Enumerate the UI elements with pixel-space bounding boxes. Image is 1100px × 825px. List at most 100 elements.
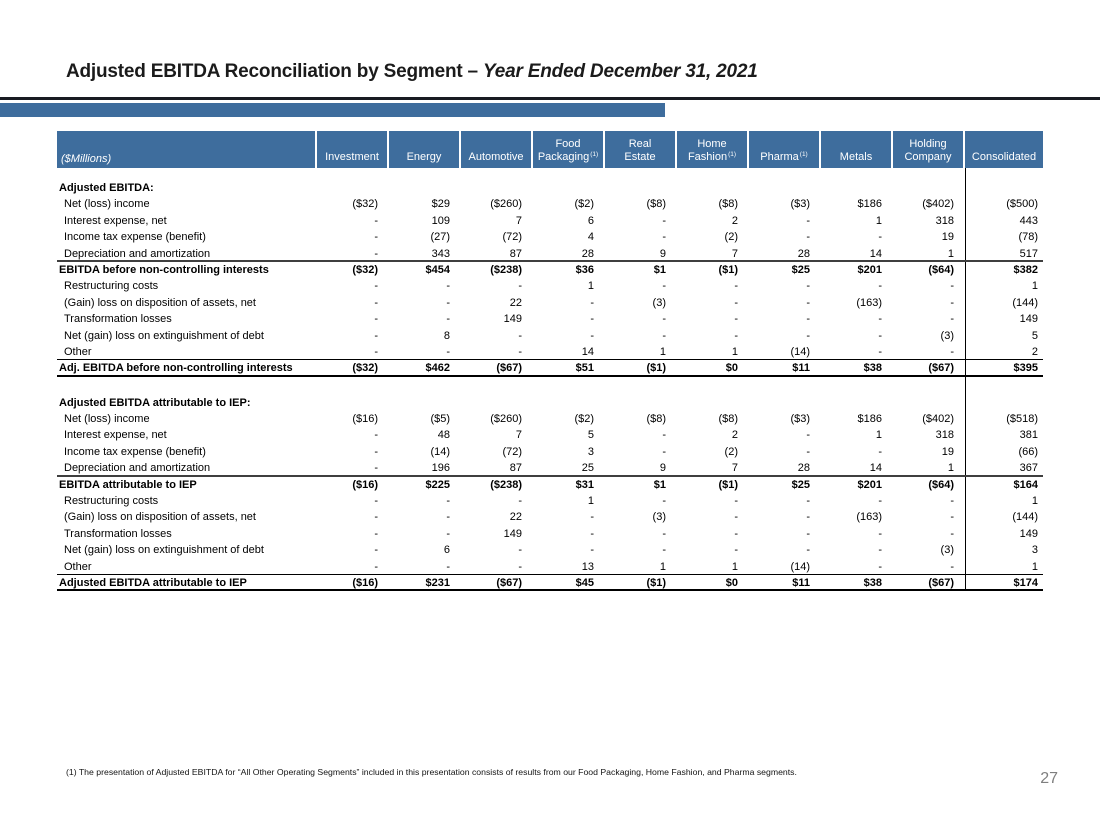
value-cell: -	[950, 313, 954, 326]
table-row: Adjusted EBITDA attributable to IEP ($16)…	[57, 574, 1043, 592]
value-cell: $1	[653, 263, 666, 276]
value-cell: -	[374, 247, 378, 260]
value-cell: -	[950, 511, 954, 524]
value-cell: -	[446, 313, 450, 326]
col-header-text: Estate	[624, 151, 656, 164]
value-cell: (144)	[965, 294, 1043, 312]
col-header-text: Investment	[325, 151, 379, 164]
value-cell: 1	[965, 558, 1043, 574]
value-cell: -	[806, 527, 810, 540]
value-cell	[965, 376, 1043, 395]
value-cell: ($3)	[790, 413, 810, 426]
value-cell: -	[806, 511, 810, 524]
value-cell: $231	[425, 576, 450, 589]
value-cell: 7	[515, 214, 522, 227]
col-header-text: Energy	[406, 151, 442, 164]
footnote-marker: (1)	[728, 150, 737, 158]
value-cell: -	[950, 345, 954, 358]
value-cell: -	[518, 544, 522, 557]
page-title-italic: Year Ended December 31, 2021	[483, 61, 758, 82]
value-cell: ($5)	[430, 413, 450, 426]
value-cell: 13	[581, 560, 594, 573]
row-label: (Gain) loss on disposition of assets, ne…	[64, 511, 256, 524]
value-cell: ($67)	[496, 362, 522, 375]
value-cell: -	[734, 280, 738, 293]
value-cell: -	[590, 296, 594, 309]
table-row: Interest expense, net - 48 7 5 - 2 - 1 318 381	[57, 427, 1043, 444]
value-cell: -	[950, 560, 954, 573]
value-cell: 196	[431, 462, 450, 475]
value-cell: -	[446, 511, 450, 524]
value-cell: -	[806, 329, 810, 342]
value-cell: 87	[509, 247, 522, 260]
col-header-holding-company: Holding Company	[893, 131, 965, 168]
value-cell	[821, 395, 893, 411]
value-cell: ($1)	[646, 576, 666, 589]
value-cell: -	[374, 231, 378, 244]
value-cell: -	[734, 495, 738, 508]
value-cell: ($16)	[352, 413, 378, 426]
row-label: Adjusted EBITDA attributable to IEP:	[59, 396, 251, 409]
col-header-home-fashion: Home Fashion(1)	[677, 131, 749, 168]
value-cell: -	[374, 544, 378, 557]
value-cell	[965, 394, 1043, 412]
value-cell	[317, 395, 389, 411]
value-cell: 2	[731, 429, 738, 442]
value-cell: -	[446, 280, 450, 293]
row-label: Other	[64, 560, 92, 573]
value-cell: ($260)	[490, 198, 522, 211]
value-cell	[317, 377, 389, 395]
row-label	[57, 377, 317, 395]
value-cell: (3)	[652, 511, 666, 524]
value-cell: -	[518, 495, 522, 508]
accent-bar	[0, 103, 665, 117]
value-cell: 8	[443, 329, 450, 342]
value-cell: 7	[731, 247, 738, 260]
col-header-text: Metals	[839, 151, 873, 164]
value-cell	[605, 395, 677, 411]
value-cell: $51	[575, 362, 594, 375]
value-cell: -	[806, 495, 810, 508]
value-cell: -	[878, 313, 882, 326]
col-header-metals: Metals	[821, 131, 893, 168]
row-label	[57, 168, 317, 180]
value-cell	[533, 377, 605, 395]
value-cell: ($1)	[718, 478, 738, 491]
col-header-automotive: Automotive	[461, 131, 533, 168]
value-cell: 7	[731, 462, 738, 475]
row-label: Interest expense, net	[64, 429, 167, 442]
value-cell: 2	[731, 214, 738, 227]
col-header-text: Company	[904, 151, 952, 164]
value-cell: (72)	[502, 231, 522, 244]
col-header-investment: Investment	[317, 131, 389, 168]
spacer-row	[57, 376, 1043, 395]
table-row: Depreciation and amortization - 196 87 25 9 7 2…	[57, 460, 1043, 477]
col-header-text: Pharma(1)	[760, 150, 808, 164]
value-cell: ($64)	[928, 478, 954, 491]
table-row: Income tax expense (benefit) - (14) (72) 3 - (…	[57, 443, 1043, 461]
value-cell: ($500)	[965, 196, 1043, 213]
value-cell	[461, 180, 533, 196]
value-cell	[605, 180, 677, 196]
value-cell: -	[446, 345, 450, 358]
value-cell: (3)	[652, 296, 666, 309]
value-cell: 48	[437, 429, 450, 442]
value-cell: -	[518, 280, 522, 293]
value-cell: $462	[425, 362, 450, 375]
value-cell	[749, 168, 821, 180]
row-label: Transformation losses	[64, 313, 172, 326]
value-cell: -	[806, 544, 810, 557]
col-header-food-packaging: Food Packaging(1)	[533, 131, 605, 168]
value-cell: -	[590, 329, 594, 342]
row-label: Net (loss) income	[64, 198, 150, 211]
value-cell: $201	[857, 263, 882, 276]
value-cell: ($64)	[928, 263, 954, 276]
value-cell: 1	[947, 247, 954, 260]
value-cell: 367	[965, 460, 1043, 475]
table-row: Net (gain) loss on extinguishment of deb…	[57, 542, 1043, 559]
unit-label: ($Millions)	[57, 131, 317, 168]
value-cell	[389, 395, 461, 411]
value-cell: $174	[965, 574, 1043, 590]
row-label: Net (gain) loss on extinguishment of deb…	[64, 329, 264, 342]
value-cell: $36	[575, 263, 594, 276]
